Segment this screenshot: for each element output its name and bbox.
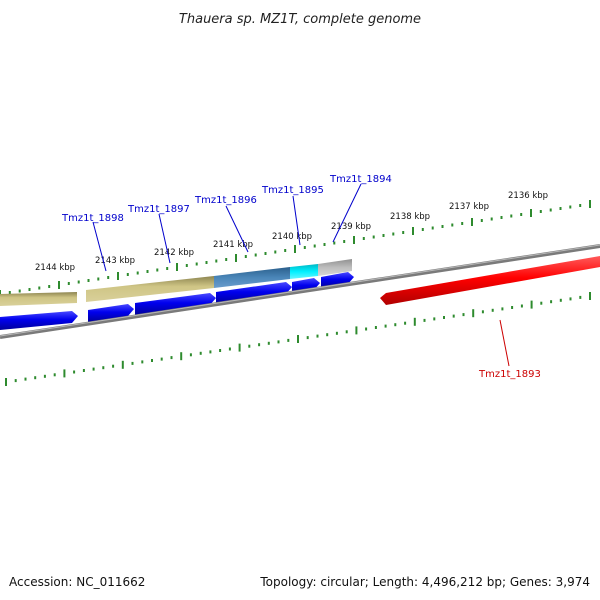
topology-info: Topology: circular; Length: 4,496,212 bp… [260, 575, 590, 589]
gene-arrow-tmz1t-1897[interactable] [135, 293, 216, 315]
gene-label-tmz1t-1894[interactable]: Tmz1t_1894 [329, 174, 392, 185]
gene-arrow-tmz1t-1898[interactable] [88, 304, 134, 322]
scale-label: 2136 kbp [508, 191, 548, 201]
gene-label-tmz1t-1895[interactable]: Tmz1t_1895 [261, 185, 324, 196]
map-title: Thauera sp. MZ1T, complete genome [179, 12, 421, 27]
genome-backbone [0, 244, 600, 339]
genome-backbone-highlight [0, 244, 600, 337]
gene-label-tmz1t-1896[interactable]: Tmz1t_1896 [194, 195, 257, 206]
upper-scale-ruler [0, 200, 591, 298]
accession-info: Accession: NC_011662 [9, 575, 146, 589]
gene-arrow-tmz1t-1893[interactable] [380, 256, 600, 305]
leader-line [292, 195, 301, 246]
gene-label-tmz1t-1898[interactable]: Tmz1t_1898 [61, 213, 124, 224]
band-segment [86, 276, 214, 302]
scale-label: 2137 kbp [449, 202, 489, 212]
leader-line [92, 221, 107, 272]
leader-line [332, 183, 362, 243]
scale-label: 2141 kbp [213, 240, 253, 250]
feature-band [0, 259, 352, 306]
scale-label: 2142 kbp [154, 248, 194, 258]
gene-labels: Tmz1t_1898 Tmz1t_1897 Tmz1t_1896 Tmz1t_1… [61, 174, 541, 380]
lower-scale-ruler [5, 292, 591, 386]
gene-label-tmz1t-1897[interactable]: Tmz1t_1897 [127, 204, 190, 215]
scale-label: 2139 kbp [331, 222, 371, 232]
scale-label: 2144 kbp [35, 263, 75, 273]
scale-labels: 2144 kbp 2143 kbp 2142 kbp 2141 kbp 2140… [35, 191, 548, 273]
gene-label-leaders [92, 183, 510, 367]
leader-line [225, 205, 249, 253]
gene-arrow-tmz1t-1896[interactable] [216, 282, 292, 304]
gene-arrow-partial[interactable] [0, 311, 78, 330]
band-segment [318, 259, 352, 276]
leader-line [499, 319, 510, 367]
band-segment [290, 264, 318, 279]
scale-label: 2140 kbp [272, 232, 312, 242]
band-segment [214, 267, 290, 288]
scale-label: 2143 kbp [95, 256, 135, 266]
gene-label-tmz1t-1893[interactable]: Tmz1t_1893 [478, 369, 541, 380]
band-segment [0, 292, 77, 306]
scale-label: 2138 kbp [390, 212, 430, 222]
leader-line [158, 213, 171, 264]
